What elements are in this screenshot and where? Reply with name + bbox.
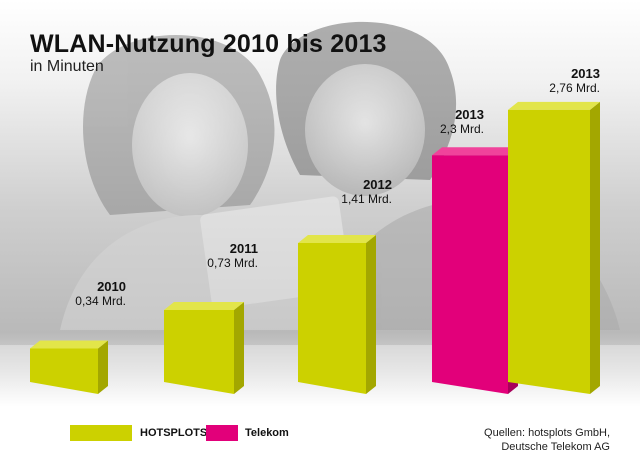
bar-hotsplots-2012-front <box>298 242 366 394</box>
bar-telekom-2013-front <box>432 155 508 394</box>
source-line-2: Deutsche Telekom AG <box>501 441 610 453</box>
bar-year-2013-telekom: 2013 <box>455 107 484 122</box>
legend-label-hotsplots: HOTSPLOTS <box>140 427 208 439</box>
bar-label-2013-hotsplots: 2013 2,76 Mrd. <box>538 66 600 96</box>
source-note: Quellen: hotsplots GmbH, Deutsche Teleko… <box>484 426 610 454</box>
bar-year-2011: 2011 <box>229 241 258 256</box>
bar-year-2013-hotsplots: 2013 <box>571 66 600 81</box>
bar-hotsplots-2012-top <box>298 234 376 243</box>
bar-hotsplots-2011-front <box>164 310 234 394</box>
legend-swatch-telekom <box>206 425 238 441</box>
bar-hotsplots-2013-top <box>508 101 600 110</box>
bar-telekom-2013-top <box>432 147 518 156</box>
bar-value-2013-telekom: 2,3 Mrd. <box>439 122 484 136</box>
bar-hotsplots-2013-side <box>590 101 600 394</box>
bar-label-2010: 2010 0,34 Mrd. <box>64 279 126 309</box>
bar-hotsplots-2012-side <box>366 234 376 394</box>
bar-hotsplots-2012 <box>298 234 376 394</box>
bar-telekom-2013 <box>432 147 518 394</box>
bar-value-2013-hotsplots: 2,76 Mrd. <box>549 81 600 95</box>
bar-value-2011: 0,73 Mrd. <box>207 256 258 270</box>
bar-hotsplots-2013-front <box>508 109 590 394</box>
source-line-1: Quellen: hotsplots GmbH, <box>484 427 610 439</box>
chart-subtitle: in Minuten <box>30 58 104 75</box>
bar-year-2010: 2010 <box>97 279 126 294</box>
chart-title: WLAN-Nutzung 2010 bis 2013 <box>30 30 387 58</box>
bar-year-2012: 2012 <box>363 177 392 192</box>
bar-hotsplots-2010-side <box>98 340 108 394</box>
bar-hotsplots-2010-top <box>30 340 108 349</box>
bar-value-2012: 1,41 Mrd. <box>341 192 392 206</box>
bar-hotsplots-2010-front <box>30 348 98 394</box>
bar-value-2010: 0,34 Mrd. <box>75 294 126 308</box>
bar-hotsplots-2013 <box>508 101 600 394</box>
bar-hotsplots-2011 <box>164 302 244 394</box>
bar-hotsplots-2011-side <box>234 302 244 394</box>
bar-hotsplots-2011-top <box>164 302 244 311</box>
bar-hotsplots-2010 <box>30 340 108 394</box>
legend-swatch-hotsplots <box>70 425 132 441</box>
legend-label-telekom: Telekom <box>245 427 289 439</box>
bar-label-2012: 2012 1,41 Mrd. <box>330 177 392 207</box>
bar-label-2011: 2011 0,73 Mrd. <box>196 241 258 271</box>
bar-label-2013-telekom: 2013 2,3 Mrd. <box>422 107 484 137</box>
